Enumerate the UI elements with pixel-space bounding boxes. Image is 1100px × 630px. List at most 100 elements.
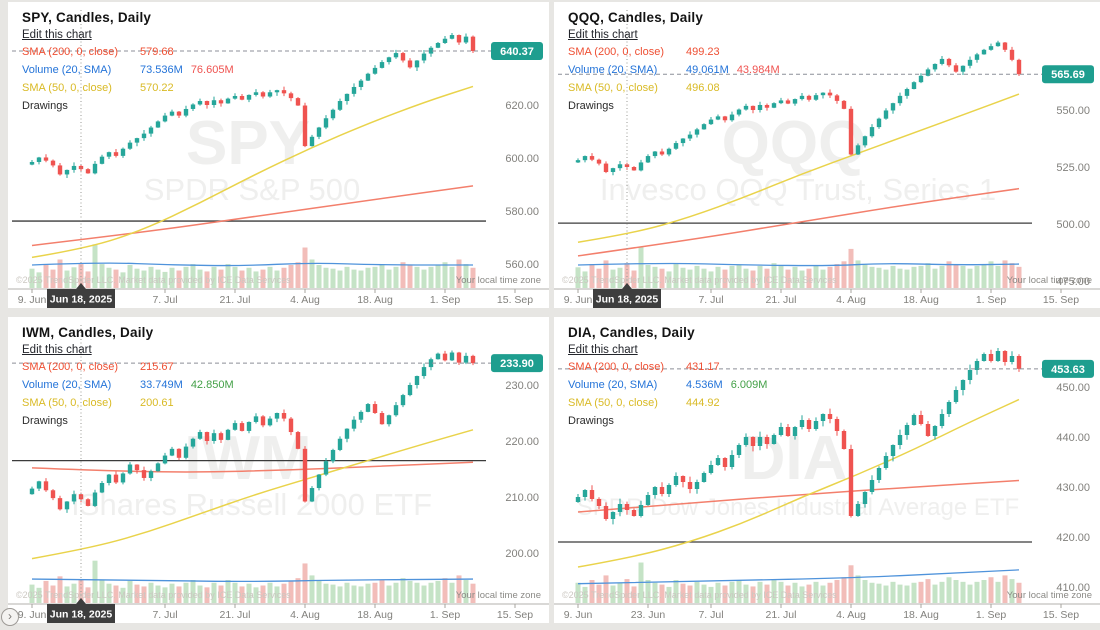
- date-axis-label: 1. Sep: [430, 609, 461, 621]
- last-price-badge-label: 233.90: [500, 358, 534, 370]
- price-axis-label: 430.00: [1056, 482, 1090, 494]
- date-axis-label: 4. Aug: [290, 609, 320, 621]
- date-axis-label: 7. Jul: [152, 294, 177, 306]
- edit-chart-link[interactable]: Edit this chart: [22, 29, 92, 41]
- chart-panel-dia[interactable]: DIA SPDR Dow Jones Industrial Average ETF…: [554, 317, 1100, 623]
- date-axis-label: 18. Aug: [903, 609, 939, 621]
- sma-50-line[interactable]: [31, 429, 474, 560]
- price-axis[interactable]: 550.00 525.00 500.00 475.00: [1056, 105, 1090, 288]
- sma-200-line[interactable]: [577, 479, 1020, 513]
- date-axis-label: 21. Jul: [220, 609, 251, 621]
- chart-panel-spy[interactable]: SPY SPDR S&P 500 ©2025 TrendSpider LLC. Ma…: [8, 2, 549, 308]
- edit-chart-link[interactable]: Edit this chart: [22, 344, 92, 356]
- candles[interactable]: [575, 348, 1022, 525]
- date-badge-pointer: [622, 283, 632, 289]
- legend-sma50-row[interactable]: SMA (50, 0, close) 200.61: [22, 397, 174, 409]
- chart-panel-qqq[interactable]: QQQ Invesco QQQ Trust, Series 1 ©2025 Tren…: [554, 2, 1100, 308]
- date-badge-pointer: [76, 598, 86, 604]
- last-price-badge: [1042, 359, 1094, 378]
- price-axis-label: 440.00: [1056, 432, 1090, 444]
- price-axis-label: 410.00: [1056, 582, 1090, 594]
- legend-sma200-row[interactable]: SMA (200, 0, close) 579.68: [22, 46, 174, 58]
- date-axis-label: 15. Sep: [497, 294, 533, 306]
- volume-sma-line[interactable]: [31, 262, 473, 267]
- sma-200-line[interactable]: [577, 187, 1020, 257]
- legend-drawings-row[interactable]: Drawings: [568, 100, 614, 112]
- last-price-badge: [491, 42, 543, 61]
- last-price-badge-label: 565.69: [1051, 69, 1085, 81]
- volume-sma-value: 6.009M: [730, 379, 768, 391]
- date-axis-label: 1. Sep: [976, 294, 1007, 306]
- price-axis-label: 210.00: [505, 492, 539, 504]
- volume-sma-value: 43.984M: [736, 64, 780, 76]
- date-axis[interactable]: 9. Jun 7. Jul 21. Jul 4. Aug 18. Aug 1. Sep 15…: [18, 289, 534, 306]
- chart-panel-iwm[interactable]: IWM iShares Russell 2000 ETF ©2025 TrendSp…: [8, 317, 549, 623]
- volume-sma-line[interactable]: [577, 569, 1020, 585]
- legend-sma50-row[interactable]: SMA (50, 0, close) 444.92: [568, 397, 720, 409]
- legend-volume-row[interactable]: Volume (20, SMA) 33.749M 42.850M: [22, 376, 242, 394]
- legend-sma200-row[interactable]: SMA (200, 0, close) 499.23: [568, 46, 720, 58]
- date-axis[interactable]: 9. Jun 7. Jul 21. Jul 4. Aug 18. Aug 1. Sep 15…: [18, 604, 534, 621]
- date-axis-label: 9. Jun: [564, 609, 593, 621]
- volume-sma-line[interactable]: [577, 262, 1020, 267]
- timezone-label: Your local time zone: [456, 590, 541, 601]
- date-axis[interactable]: 9. Jun 23. Jun 7. Jul 21. Jul 4. Aug 18. Aug 1…: [564, 604, 1080, 621]
- price-axis-label: 550.00: [1056, 105, 1090, 117]
- date-axis-label: 21. Jul: [766, 294, 797, 306]
- date-axis-label: 1. Sep: [430, 294, 461, 306]
- volume-sma-line[interactable]: [31, 578, 474, 583]
- legend-drawings-row[interactable]: Drawings: [568, 415, 614, 427]
- price-axis-label: 560.00: [505, 259, 539, 271]
- last-price-badge: [1042, 65, 1094, 84]
- candles[interactable]: [575, 40, 1022, 176]
- legend-sma50-row[interactable]: SMA (50, 0, close) 570.22: [22, 82, 174, 94]
- legend-volume-row[interactable]: Volume (20, SMA) 73.536M 76.605M: [22, 61, 242, 79]
- date-axis-label: 7. Jul: [698, 609, 723, 621]
- price-axis[interactable]: 620.00 600.00 580.00 560.00: [505, 100, 539, 271]
- sma-50-line[interactable]: [577, 398, 1020, 568]
- volume-bars: [29, 560, 476, 603]
- timezone-label: Your local time zone: [1007, 275, 1092, 286]
- date-axis-label: 18. Aug: [903, 294, 939, 306]
- legend-sma200-row[interactable]: SMA (200, 0, close) 215.67: [22, 361, 174, 373]
- copyright-text: ©2025 TrendSpider LLC. Market data provi…: [562, 590, 837, 600]
- candles[interactable]: [29, 33, 476, 179]
- edit-chart-link[interactable]: Edit this chart: [568, 344, 638, 356]
- date-axis[interactable]: 9. Jun 7. Jul 21. Jul 4. Aug 18. Aug 1. Sep 15…: [564, 289, 1080, 306]
- date-axis-label: 4. Aug: [836, 609, 866, 621]
- watermark-name: iShares Russell 2000 ETF: [72, 487, 432, 522]
- date-axis-label: 4. Aug: [836, 294, 866, 306]
- legend-drawings-row[interactable]: Drawings: [22, 415, 68, 427]
- price-axis[interactable]: 450.00 440.00 430.00 420.00 410.00: [1056, 382, 1090, 594]
- date-axis-label: 23. Jun: [631, 609, 666, 621]
- price-axis[interactable]: 230.00 220.00 210.00 200.00: [505, 380, 539, 560]
- candles[interactable]: [29, 350, 476, 513]
- edit-chart-link[interactable]: Edit this chart: [568, 29, 638, 41]
- sma-50-line[interactable]: [577, 93, 1020, 243]
- date-axis-label: 21. Jul: [220, 294, 251, 306]
- expand-sidebar-button[interactable]: ›: [1, 608, 19, 626]
- watermark-ticker: SPY: [186, 109, 310, 178]
- volume-sma-value: 76.605M: [190, 64, 234, 76]
- sma-200-line[interactable]: [31, 185, 474, 247]
- date-axis-label: 15. Sep: [497, 609, 533, 621]
- sma-50-line[interactable]: [31, 85, 474, 259]
- watermark-name: Invesco QQQ Trust, Series 1: [600, 172, 996, 207]
- date-axis-label: 21. Jul: [766, 609, 797, 621]
- legend-volume-row[interactable]: Volume (20, SMA) 4.536M 6.009M: [568, 376, 775, 394]
- sma-200-line[interactable]: [31, 461, 474, 473]
- volume-bars: [575, 246, 1022, 288]
- legend-sma200-row[interactable]: SMA (200, 0, close) 431.17: [568, 361, 720, 373]
- date-axis-label: 1. Sep: [976, 609, 1007, 621]
- volume-sma-value: 42.850M: [190, 379, 234, 391]
- legend-volume-row[interactable]: Volume (20, SMA) 49.061M 43.984M: [568, 61, 788, 79]
- legend-sma50-row[interactable]: SMA (50, 0, close) 496.08: [568, 82, 720, 94]
- date-badge-pointer: [76, 283, 86, 289]
- legend-drawings-row[interactable]: Drawings: [22, 100, 68, 112]
- date-axis-label: 9. Jun: [18, 609, 47, 621]
